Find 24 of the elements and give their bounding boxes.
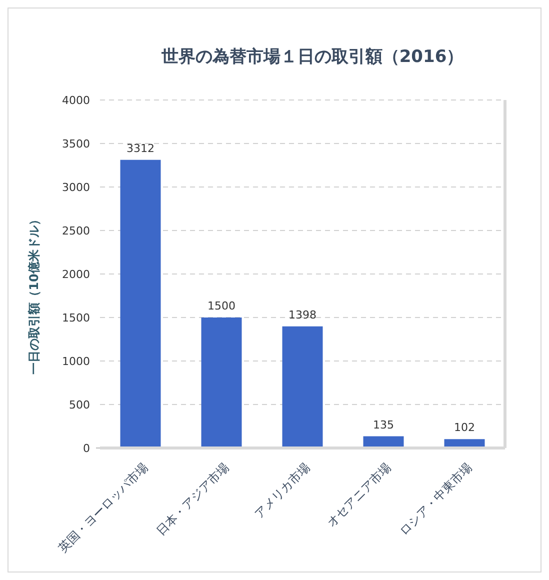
y-axis-title: 一日の取引額（10億米ドル）	[27, 214, 41, 374]
y-tick-label: 3000	[62, 181, 90, 194]
y-tick-label: 500	[69, 398, 90, 412]
chart-title: 世界の為替市場１日の取引額（2016）	[160, 47, 464, 67]
x-tick-label: 英国・ヨーロッパ市場	[56, 460, 151, 555]
data-label: 3312	[126, 142, 154, 155]
y-tick-label: 3500	[62, 138, 90, 150]
data-label: 135	[373, 418, 394, 432]
data-label: 102	[454, 421, 475, 434]
bar	[201, 318, 242, 448]
y-tick-label: 1000	[62, 355, 90, 368]
data-label: 1500	[208, 300, 236, 312]
x-tick-label: オセアニア市場	[324, 460, 394, 530]
x-tick-label: 日本・アジア市場	[154, 460, 232, 538]
x-tick-label: ロシア・中東市場	[396, 460, 475, 538]
x-tick-label: アメリカ市場	[252, 460, 313, 522]
y-tick-label: 4000	[62, 94, 90, 107]
y-tick-label: 2500	[62, 224, 90, 238]
y-tick-label: 0	[83, 442, 90, 455]
bar	[282, 326, 323, 448]
y-tick-label: 1500	[62, 312, 90, 324]
y-tick-label: 2000	[62, 268, 90, 281]
bar	[120, 160, 161, 448]
data-label: 1398	[288, 308, 316, 322]
